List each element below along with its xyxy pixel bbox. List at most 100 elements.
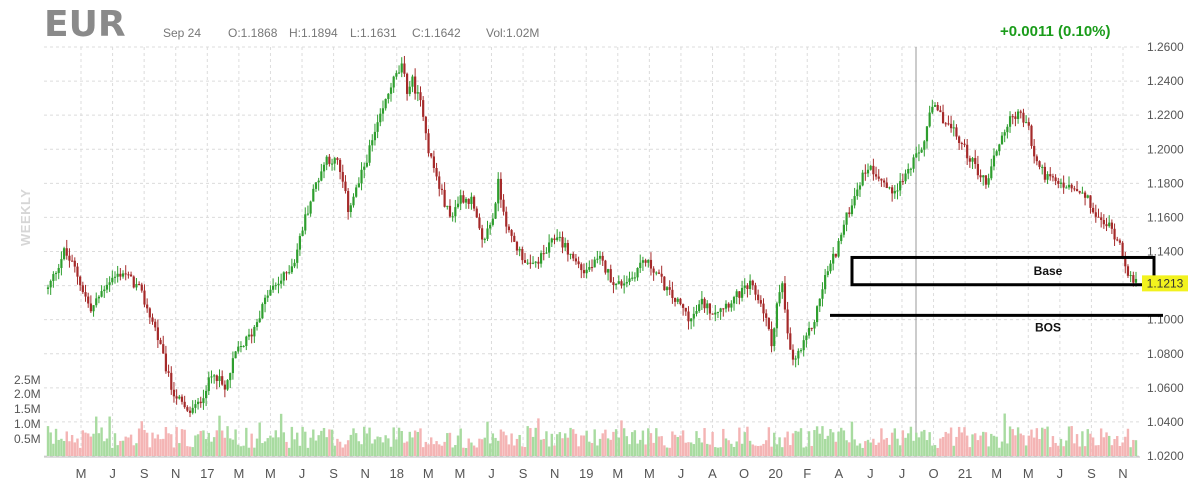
volume-bar <box>735 441 738 456</box>
candle-body <box>1027 122 1030 126</box>
candle-body <box>799 350 803 352</box>
candle-body <box>521 248 524 261</box>
candle-body <box>427 133 430 154</box>
volume-bar <box>62 441 66 456</box>
volume-bar <box>778 437 781 456</box>
candle-body <box>505 211 508 227</box>
candle-body <box>352 196 355 206</box>
volume-bar <box>858 443 862 456</box>
candle-body <box>746 285 749 289</box>
candle-body <box>526 262 529 264</box>
candle-body <box>52 274 55 281</box>
candle-body <box>229 373 232 381</box>
candle-body <box>767 317 770 330</box>
volume-bar <box>408 431 411 456</box>
volume-bar <box>100 427 103 456</box>
volume-bar <box>140 421 143 456</box>
candle-body <box>258 318 261 323</box>
volume-bar <box>743 432 746 456</box>
x-tick-label: O <box>739 466 749 481</box>
volume-bar <box>612 431 615 456</box>
candle-body <box>330 163 334 165</box>
candle-body <box>698 304 701 312</box>
candle-body <box>915 153 918 158</box>
volume-bar <box>1094 445 1098 456</box>
candle-body <box>797 350 800 359</box>
candle-body <box>564 243 567 248</box>
volume-bar <box>285 441 288 456</box>
candle-body <box>188 410 192 413</box>
volume-bar <box>821 426 824 456</box>
volume-bar <box>818 433 821 456</box>
volume-bar <box>229 438 232 456</box>
candle-body <box>960 143 963 145</box>
candle-body <box>293 262 296 267</box>
volume-bar <box>454 445 457 456</box>
volume-bar <box>1134 440 1138 456</box>
volume-bar <box>810 445 813 456</box>
grid: 1.2600 1.2400 1.2200 1.2000 1.1800 1.1600 1.14… <box>44 40 1184 481</box>
volume-bar <box>762 443 765 456</box>
volume-bar <box>791 433 795 456</box>
volume-bar <box>381 442 385 456</box>
x-tick-label: M <box>991 466 1002 481</box>
volume-bar <box>480 439 484 456</box>
candle-body <box>245 336 248 346</box>
candle-body <box>907 168 910 174</box>
volume-bar <box>770 446 773 456</box>
candle-body <box>832 253 835 264</box>
candle-body <box>46 287 50 289</box>
candle-body <box>703 298 706 309</box>
candle-body <box>424 116 427 134</box>
volume-bar <box>282 432 286 456</box>
volume-bar <box>775 444 779 456</box>
candle-body <box>336 158 339 160</box>
volume-bar <box>1078 446 1081 456</box>
volume-bar <box>1116 436 1119 456</box>
volume-bar <box>783 437 787 456</box>
candle-body <box>692 313 695 319</box>
candle-body <box>159 340 162 345</box>
volume-bar <box>1027 435 1031 456</box>
candle-body <box>556 237 559 241</box>
volume-bar <box>162 438 165 456</box>
candle-body <box>170 372 173 390</box>
candle-body <box>566 243 569 255</box>
candle-body <box>89 303 92 312</box>
candle-body <box>826 271 829 276</box>
candle-body <box>116 273 119 277</box>
x-tick-label: M <box>233 466 244 481</box>
volume-bar <box>237 444 240 456</box>
candle-body <box>274 285 277 287</box>
volume-bar <box>365 433 369 456</box>
candle-body <box>432 156 435 168</box>
low-value: L:1.1631 <box>350 26 397 40</box>
x-tick-label: 18 <box>390 466 404 481</box>
volume-bar <box>1014 435 1017 456</box>
volume-bar <box>443 441 446 456</box>
candle-body <box>695 311 698 314</box>
volume-bar <box>657 436 661 456</box>
candle-body <box>167 371 170 373</box>
candle-body <box>1035 156 1038 162</box>
volume-bar <box>397 427 401 456</box>
candle-body <box>1121 242 1124 257</box>
candle-body <box>510 230 513 236</box>
candle-body <box>71 260 74 262</box>
volume-bar <box>258 422 261 456</box>
candle-body <box>515 241 519 251</box>
volume-bar <box>912 440 915 456</box>
x-tick-label: M <box>423 466 434 481</box>
candle-body <box>877 176 880 179</box>
volume-bar <box>49 432 52 456</box>
volume-bar <box>1129 447 1132 456</box>
candle-body <box>467 198 470 204</box>
volume-bar <box>116 445 119 456</box>
x-tick-label: N <box>1118 466 1127 481</box>
volume-bar <box>119 440 122 456</box>
volume-bar <box>78 447 82 456</box>
candle-body <box>1086 195 1089 198</box>
candle-body <box>593 259 596 268</box>
volume-bar <box>261 443 264 456</box>
